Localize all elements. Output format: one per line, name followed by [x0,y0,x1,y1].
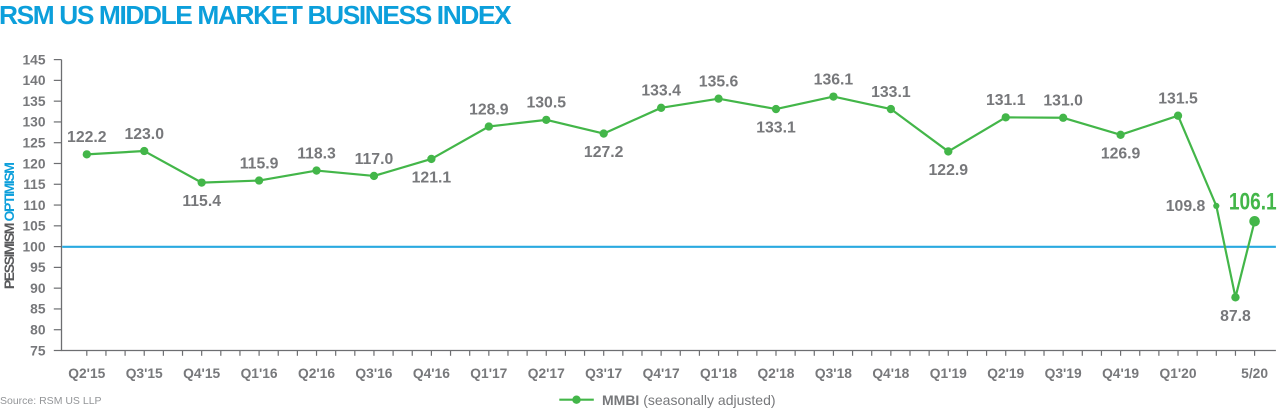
svg-text:Q4'16: Q4'16 [413,366,450,381]
svg-text:135.6: 135.6 [699,73,739,90]
svg-text:110: 110 [23,198,46,213]
svg-text:Q3'16: Q3'16 [355,366,392,381]
svg-text:Q3'18: Q3'18 [815,366,852,381]
svg-text:118.3: 118.3 [297,145,336,162]
svg-text:123.0: 123.0 [124,126,164,143]
svg-text:Q4'18: Q4'18 [872,366,909,381]
svg-text:121.1: 121.1 [412,169,452,186]
svg-text:87.8: 87.8 [1220,308,1251,325]
svg-text:Q4'17: Q4'17 [643,366,680,381]
svg-text:Q2'17: Q2'17 [528,366,565,381]
svg-text:133.4: 133.4 [641,83,681,100]
svg-text:Q4'19: Q4'19 [1102,366,1139,381]
svg-text:106.1: 106.1 [1229,187,1277,215]
svg-text:126.9: 126.9 [1101,145,1141,162]
svg-text:RSM US MIDDLE MARKET BUSINESS: RSM US MIDDLE MARKET BUSINESS INDEX [0,0,512,30]
svg-text:133.1: 133.1 [756,120,796,137]
svg-text:109.8: 109.8 [1166,198,1206,215]
svg-text:Q3'19: Q3'19 [1045,366,1082,381]
svg-text:100: 100 [22,239,45,254]
svg-text:117.0: 117.0 [355,151,394,168]
svg-text:Q3'15: Q3'15 [126,366,163,381]
svg-text:Q2'18: Q2'18 [757,366,794,381]
svg-text:95: 95 [30,260,46,275]
svg-text:122.2: 122.2 [67,129,107,146]
svg-text:145: 145 [22,52,45,67]
svg-text:Q2'15: Q2'15 [68,366,105,381]
svg-text:Source: RSM US LLP: Source: RSM US LLP [0,395,102,407]
svg-text:125: 125 [22,136,45,151]
svg-text:90: 90 [30,281,46,296]
svg-text:115.4: 115.4 [182,193,221,210]
svg-text:135: 135 [22,94,45,109]
svg-text:120: 120 [22,156,45,171]
svg-text:Q1'16: Q1'16 [241,366,278,381]
svg-text:136.1: 136.1 [814,71,854,88]
svg-text:115.9: 115.9 [240,155,279,172]
svg-text:85: 85 [30,302,46,317]
svg-text:130.5: 130.5 [526,95,566,112]
svg-text:128.9: 128.9 [469,101,509,118]
svg-text:75: 75 [30,343,46,358]
svg-text:Q4'15: Q4'15 [183,366,220,381]
svg-text:Q1'20: Q1'20 [1160,366,1197,381]
svg-text:133.1: 133.1 [871,84,911,101]
svg-text:Q1'19: Q1'19 [930,366,967,381]
svg-text:127.2: 127.2 [584,144,624,161]
svg-text:80: 80 [30,323,46,338]
svg-text:105: 105 [22,219,45,234]
svg-text:130: 130 [22,115,45,130]
svg-text:131.5: 131.5 [1158,91,1198,108]
svg-text:MMBI (seasonally adjusted): MMBI (seasonally adjusted) [602,392,776,408]
svg-text:Q3'17: Q3'17 [585,366,622,381]
svg-text:Q1'18: Q1'18 [700,366,737,381]
svg-text:Q1'17: Q1'17 [470,366,507,381]
svg-text:115: 115 [23,177,46,192]
svg-text:Q2'19: Q2'19 [987,366,1024,381]
svg-text:PESSIMISM OPTIMISM: PESSIMISM OPTIMISM [1,163,17,289]
svg-text:131.0: 131.0 [1043,93,1083,110]
svg-text:140: 140 [22,73,45,88]
svg-text:5/20: 5/20 [1241,366,1268,381]
svg-text:122.9: 122.9 [929,162,969,179]
svg-text:131.1: 131.1 [986,92,1026,109]
svg-text:Q2'16: Q2'16 [298,366,335,381]
